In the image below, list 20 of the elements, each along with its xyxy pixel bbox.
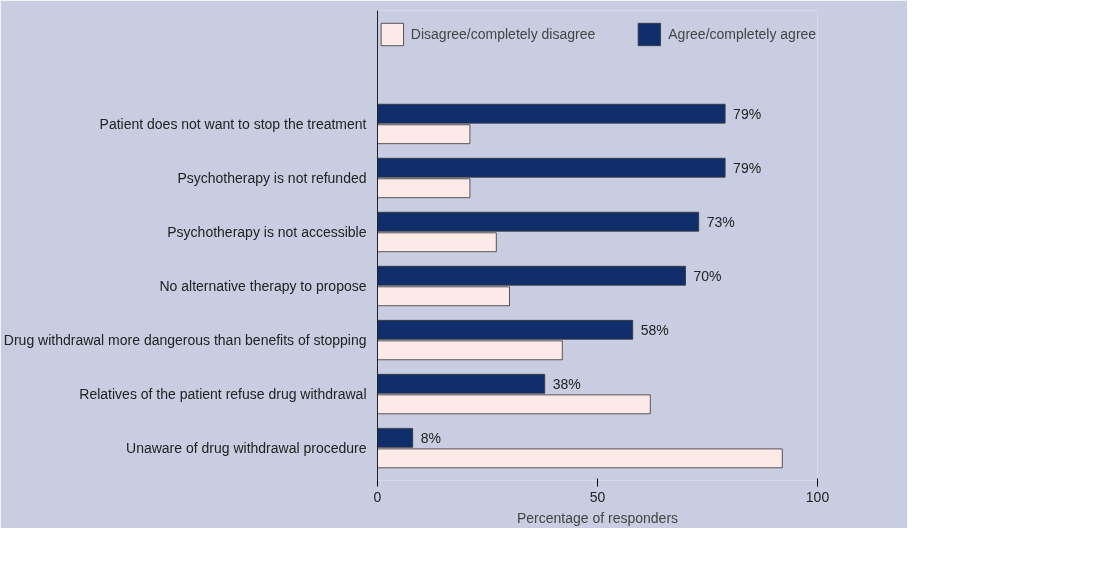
legend-label: Agree/completely agree [668,26,817,42]
y-tick-label: Psychotherapy is not refunded [177,169,367,186]
data-label: 8% [420,429,441,446]
data-label: 38% [552,375,581,392]
y-tick-label: No alternative therapy to propose [159,278,367,295]
x-tick-label: 0 [373,488,382,505]
x-axis-title: Percentage of responders [516,509,679,526]
data-label: 70% [693,267,722,284]
y-tick-label: Unaware of drug withdrawal procedure [126,440,367,457]
y-tick-label: Relatives of the patient refuse drug withdrawal [79,386,367,403]
data-label: 58% [640,321,669,338]
x-tick-label: 50 [589,488,606,505]
y-tick-label: Psychotherapy is not accessible [167,223,367,240]
data-label: 79% [733,159,762,176]
y-tick-label: Patient does not want to stop the treatment [99,115,367,132]
x-tick-label: 100 [805,488,830,505]
y-tick-label: Drug withdrawal more dangerous than benefits of stopping [3,332,367,349]
data-label: 73% [706,213,735,230]
legend-label: Disagree/completely disagree [410,26,596,42]
data-label: 79% [733,105,762,122]
